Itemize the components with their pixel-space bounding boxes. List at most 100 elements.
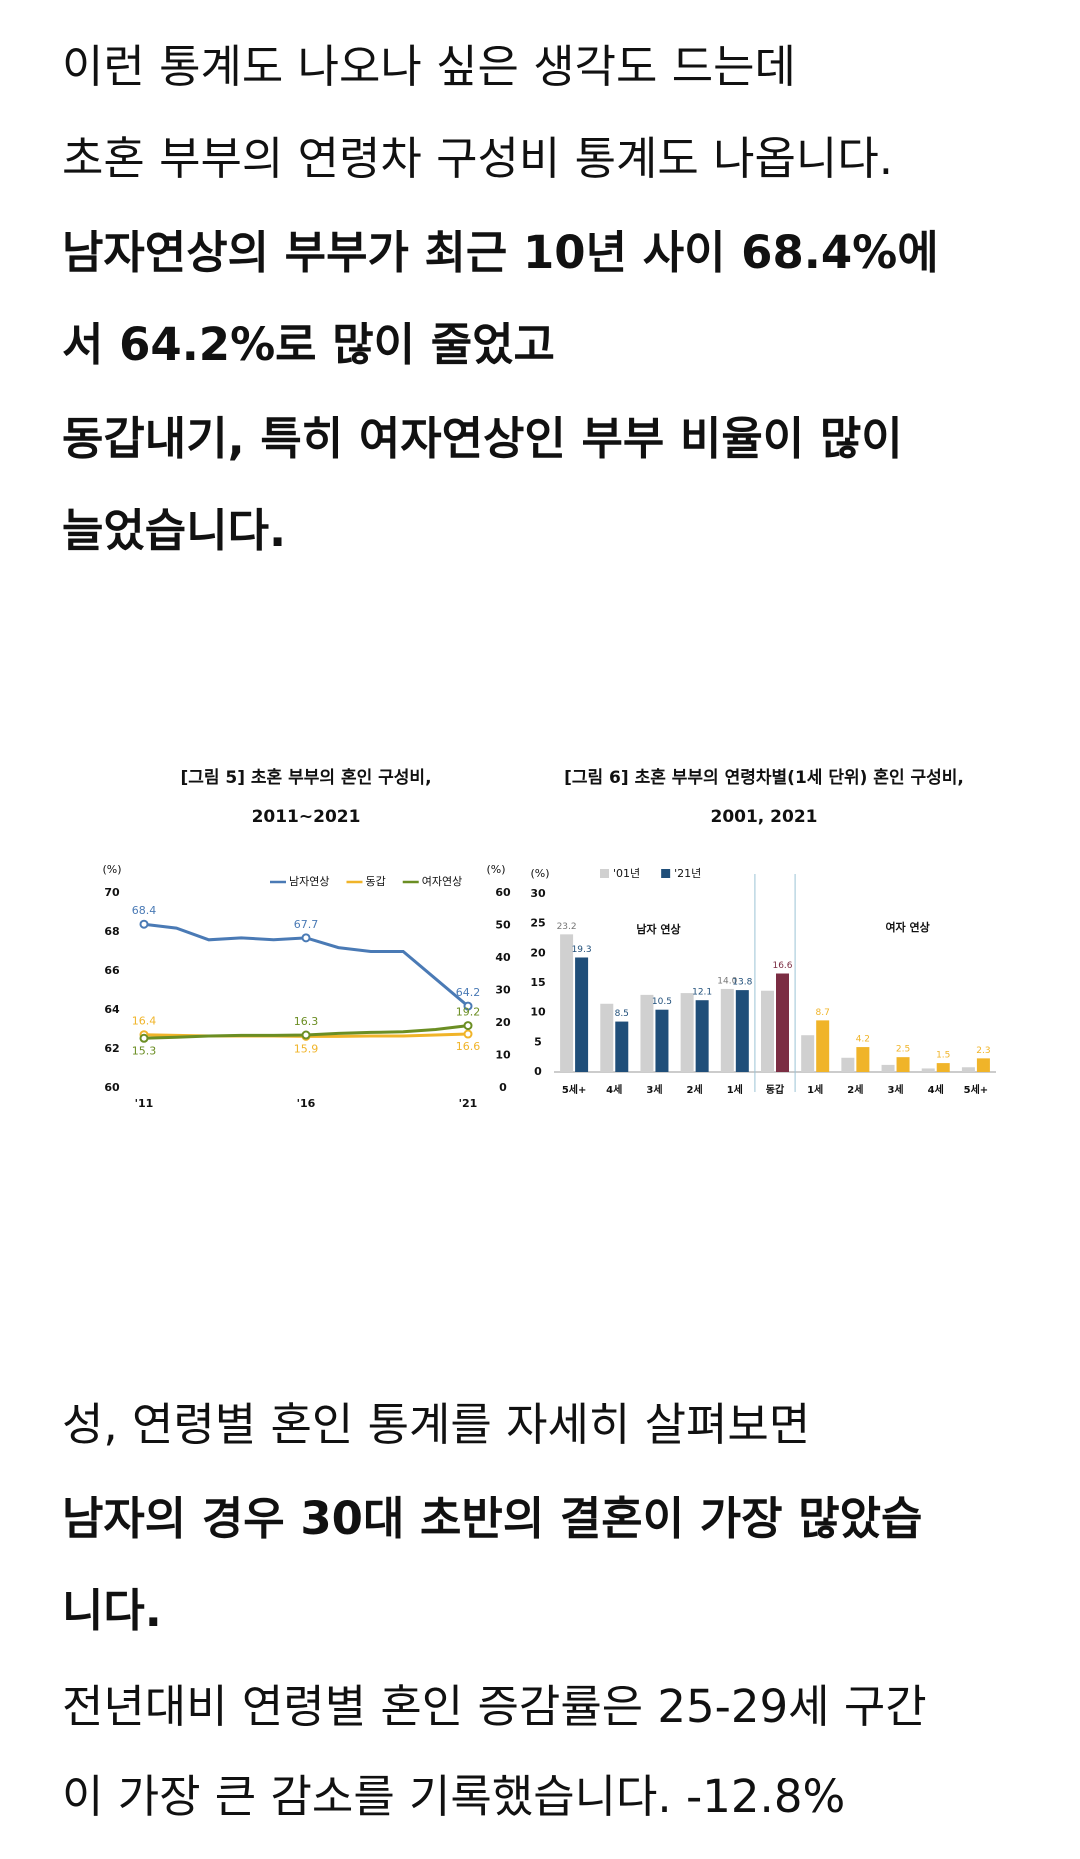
paragraph-line: 초혼 부부의 연령차 구성비 통계도 나옵니다. (62, 132, 893, 185)
y-tick-label: 20 (530, 946, 546, 959)
paragraph-line: 니다. (62, 1584, 162, 1637)
chart-subtitle: 2011~2021 (252, 807, 361, 827)
annotation: 여자 연상 (885, 920, 929, 934)
y-tick-label: 66 (104, 964, 120, 977)
y2-tick-label: 20 (495, 1016, 511, 1029)
paragraph-line: 서 64.2%로 많이 줄었고 (62, 318, 555, 371)
legend-label: '21년 (674, 867, 701, 880)
legend-swatch (661, 869, 671, 878)
y-tick-label: 68 (104, 925, 119, 938)
bar (896, 1057, 910, 1072)
x-tick-label: 5세+ (964, 1083, 989, 1096)
y2-tick-label: 0 (499, 1081, 507, 1094)
bar (936, 1063, 950, 1072)
point-marker (139, 1033, 149, 1043)
legend-label: 동갑 (365, 875, 385, 888)
y-axis-label: (%) (102, 863, 121, 876)
y-tick-label: 25 (530, 917, 545, 930)
bar (735, 990, 749, 1072)
x-tick-label: 4세 (606, 1083, 622, 1096)
data-label: 4.2 (856, 1035, 870, 1045)
data-label: 16.3 (294, 1015, 319, 1028)
bar (615, 1021, 629, 1072)
data-label: 12.1 (692, 988, 712, 998)
y-tick-label: 10 (530, 1006, 546, 1019)
data-label: 13.8 (732, 978, 752, 988)
bar (961, 1067, 975, 1072)
paragraph-line: 늘었습니다. (62, 504, 286, 557)
x-tick-label: '21 (459, 1097, 478, 1110)
data-label: 10.5 (652, 997, 672, 1007)
y-tick-label: 60 (104, 1081, 120, 1094)
chart-title: [그림 5] 초혼 부부의 혼인 구성비, (180, 767, 431, 788)
bar (856, 1047, 870, 1072)
paragraph-line: 성, 연령별 혼인 통계를 자세히 살펴보면 (62, 1398, 810, 1451)
paragraph-line: 이런 통계도 나오나 싶은 생각도 드는데 (62, 40, 796, 93)
bar (600, 1003, 614, 1072)
legend-swatch (600, 869, 609, 878)
bar (575, 957, 589, 1072)
point-marker (139, 919, 149, 929)
legend-label: '01년 (613, 867, 640, 880)
y-tick-label: 70 (104, 886, 120, 899)
paragraph-line: 남자연상의 부부가 최근 10년 사이 68.4%에 (62, 226, 939, 279)
data-label: 2.3 (976, 1046, 990, 1056)
x-tick-label: '16 (297, 1097, 316, 1110)
data-label: 15.9 (294, 1042, 319, 1055)
bar (776, 973, 789, 1072)
data-label: 14.0 (717, 976, 737, 986)
y2-tick-label: 60 (495, 886, 511, 899)
data-label: 64.2 (456, 986, 481, 999)
legend-label: 여자연상 (422, 875, 462, 888)
data-label: 15.3 (132, 1044, 157, 1057)
legend-label: 남자연상 (289, 875, 329, 888)
chart-subtitle: 2001, 2021 (710, 807, 817, 827)
paragraph-line: 이 가장 큰 감소를 기록했습니다. -12.8% (62, 1770, 845, 1823)
data-label: 19.2 (456, 1006, 481, 1019)
point-marker (463, 1021, 473, 1031)
x-tick-label: 2세 (687, 1083, 703, 1096)
bar (801, 1035, 815, 1072)
y2-tick-label: 50 (495, 919, 511, 932)
point-marker (463, 1001, 473, 1011)
y-tick-label: 64 (104, 1003, 120, 1016)
point-marker (463, 1029, 473, 1039)
y-tick-label: 15 (530, 976, 545, 989)
bar (720, 988, 734, 1072)
x-tick-label: 3세 (646, 1083, 662, 1096)
bar (976, 1058, 990, 1072)
y-tick-label: 0 (534, 1065, 542, 1078)
y-axis-label: (%) (530, 867, 549, 880)
y2-tick-label: 10 (495, 1049, 511, 1062)
y-tick-label: 30 (530, 887, 546, 900)
data-label: 16.6 (772, 961, 792, 971)
annotation: 남자 연상 (636, 922, 680, 936)
bar (695, 1000, 709, 1072)
data-label: 16.6 (456, 1040, 481, 1053)
data-label: 8.5 (615, 1009, 629, 1019)
bar (655, 1009, 669, 1072)
data-label: 68.4 (132, 904, 157, 917)
y2-axis-label: (%) (486, 863, 505, 876)
bar (841, 1057, 855, 1072)
x-tick-label: 4세 (928, 1083, 944, 1096)
x-tick-label: 2세 (847, 1083, 863, 1096)
paragraph-line: 전년대비 연령별 혼인 증감률은 25-29세 구간 (62, 1680, 927, 1733)
bar (816, 1020, 830, 1072)
y-tick-label: 62 (104, 1042, 119, 1055)
point-marker (301, 933, 311, 943)
y2-tick-label: 40 (495, 951, 511, 964)
x-tick-label: 5세+ (562, 1083, 587, 1096)
data-label: 23.2 (557, 922, 577, 932)
paragraph-line: 남자의 경우 30대 초반의 결혼이 가장 많았습 (62, 1492, 922, 1545)
bar (640, 994, 654, 1072)
y2-tick-label: 30 (495, 984, 511, 997)
data-label: 19.3 (572, 945, 592, 955)
paragraph-line: 동갑내기, 특히 여자연상인 부부 비율이 많이 (62, 412, 903, 465)
bar (761, 990, 774, 1072)
x-tick-label: 1세 (807, 1083, 823, 1096)
data-label: 16.4 (132, 1015, 157, 1028)
data-label: 67.7 (294, 918, 319, 931)
bar (680, 993, 694, 1072)
